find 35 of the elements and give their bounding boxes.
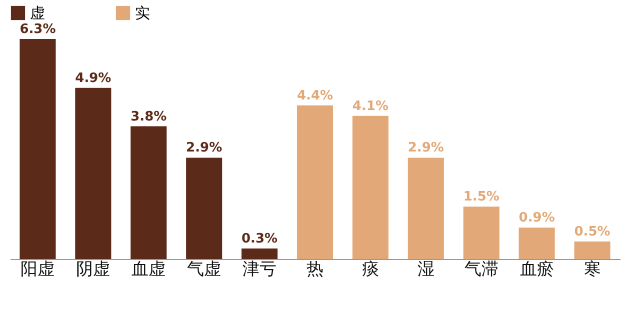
bar — [408, 158, 444, 259]
data-label: 4.1% — [352, 98, 388, 114]
data-label: 2.9% — [186, 140, 222, 156]
x-tick-label: 津亏 — [242, 260, 277, 280]
bar — [20, 39, 56, 259]
legend-label: 虚 — [30, 4, 45, 22]
bar — [518, 228, 555, 259]
data-label: 1.5% — [463, 190, 500, 205]
bar — [130, 126, 167, 259]
data-label: 4.9% — [75, 70, 112, 86]
x-tick-label: 血瘀 — [520, 260, 554, 280]
x-tick-label: 热 — [306, 260, 324, 280]
bar — [463, 206, 500, 259]
legend-label: 实 — [135, 4, 150, 22]
bar — [352, 116, 388, 259]
x-tick-label: 痰 — [362, 260, 379, 280]
x-tick-label: 寒 — [584, 260, 601, 280]
x-tick-label: 阴虚 — [76, 260, 110, 280]
bar — [186, 158, 222, 259]
data-label: 0.5% — [574, 224, 610, 240]
data-label: 2.9% — [408, 140, 444, 156]
x-tick-label: 气虚 — [187, 260, 222, 280]
x-tick-label: 湿 — [417, 260, 434, 280]
data-label: 6.3% — [20, 22, 56, 37]
data-label: 3.8% — [130, 109, 167, 124]
bar — [242, 248, 278, 259]
x-tick-label: 血虚 — [132, 260, 166, 280]
data-label: 0.3% — [242, 232, 278, 247]
x-tick-label: 阳虚 — [20, 260, 55, 280]
data-label: 0.9% — [518, 210, 555, 226]
bar — [574, 242, 610, 259]
bar — [75, 88, 112, 259]
x-tick-label: 气滞 — [464, 260, 498, 280]
data-label: 4.4% — [296, 88, 334, 104]
bar — [296, 105, 334, 259]
